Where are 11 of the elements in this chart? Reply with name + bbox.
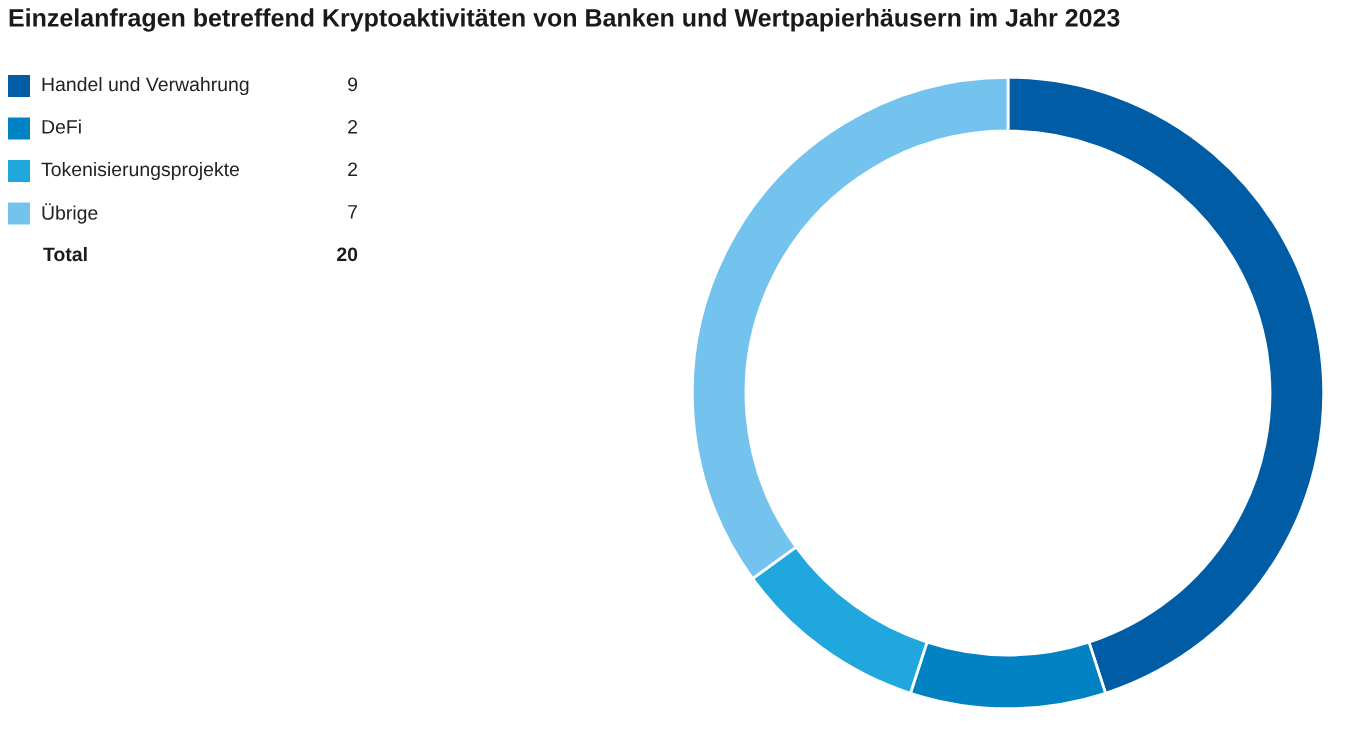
chart-title: Einzelanfragen betreffend Kryptoaktivitäten von Banken und Wertpapierhäusern im Jahr 2023 — [9, 8, 1120, 32]
legend-label: Tokenisierungsprojekte — [41, 161, 240, 181]
data-label: 7 — [348, 205, 358, 219]
data-label: 9 — [348, 77, 358, 92]
text: Total — [43, 246, 87, 262]
legend-label: DeFi — [42, 119, 81, 134]
text: 20 — [337, 247, 358, 262]
data-label: 2 — [348, 119, 358, 134]
legend-label: Handel und Verwahrung — [42, 76, 249, 96]
legend-label: Übrige — [42, 203, 98, 224]
data-label: 2 — [348, 162, 358, 177]
